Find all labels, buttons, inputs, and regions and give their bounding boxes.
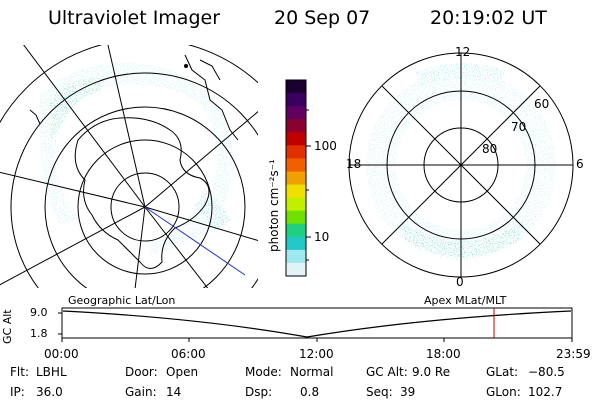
date-label: 20 Sep 07 [274,7,371,29]
orbit-timeline [58,307,573,342]
colorbar-step [286,249,306,264]
timeline-xtick-0000: 00:00 [44,347,79,361]
seq-value: 39 [400,385,416,399]
timeline-xtick-2359: 23:59 [556,347,591,361]
mode-value: Normal [290,365,334,379]
seq-label: Seq: [366,385,393,399]
colorbar-tick-10: 10 [314,230,330,244]
door-value: Open [166,365,199,379]
glat-label: GLat: [486,365,519,379]
timeline-xtick-1800: 18:00 [426,347,461,361]
colorbar-unit-label: photon cm⁻²s⁻¹ [267,159,281,252]
dsp-label: Dsp: [245,385,273,399]
timeline-ytick-9: 9.0 [30,306,48,319]
colorbar-step [286,93,306,107]
ip-value: 36.0 [36,385,63,399]
timeline-xtick-0600: 06:00 [171,347,206,361]
ip-label: IP: [10,385,25,399]
gain-value: 14 [166,385,182,399]
glon-label: GLon: [486,385,521,399]
mlt-label-0: 0 [456,275,464,289]
colorbar-step [286,171,306,186]
colorbar-tick-100: 100 [314,139,337,153]
gain-label: Gain: [125,385,157,399]
mlat-label-80: 80 [482,142,498,156]
geographic-map [0,45,258,288]
satellite-track [144,206,246,276]
mlat-label-70: 70 [511,120,527,134]
colorbar [285,79,311,277]
altitude-curve [62,310,572,338]
timeline-xtick-1200: 12:00 [299,347,334,361]
door-label: Door: [125,365,158,379]
instrument-title: Ultraviolet Imager [48,7,221,29]
gcalt-value: 9.0 Re [412,365,451,379]
mlt-label-6: 6 [576,157,584,171]
colorbar-step [286,119,306,133]
apex-caption: Apex MLat/MLT [424,294,507,307]
colorbar-step [286,197,306,212]
glon-value: 102.7 [528,385,563,399]
colorbar-step [286,184,306,199]
geographic-caption: Geographic Lat/Lon [68,294,176,307]
dsp-value: 0.8 [300,385,320,399]
flt-value: LBHL [36,365,67,379]
mlt-label-18: 18 [346,157,362,171]
flt-label: Flt: [10,365,29,379]
colorbar-step [286,223,306,238]
time-label: 20:19:02 UT [430,7,547,29]
mode-label: Mode: [245,365,282,379]
mlat-label-60: 60 [534,97,550,111]
aurora-emission-geo [39,63,233,255]
colorbar-step [286,145,306,159]
timeline-ylabel: GC Alt [1,309,14,344]
colorbar-step [286,106,306,120]
colorbar-step [286,80,306,94]
mlt-label-12: 12 [455,45,471,59]
colorbar-step [286,132,306,146]
colorbar-step [286,236,306,251]
gcalt-label: GC Alt: [366,365,408,379]
glat-value: −80.5 [528,365,565,379]
colorbar-step [286,210,306,225]
timeline-ytick-1.8: 1.8 [30,327,48,340]
colorbar-step [286,262,306,277]
colorbar-step [286,158,306,172]
